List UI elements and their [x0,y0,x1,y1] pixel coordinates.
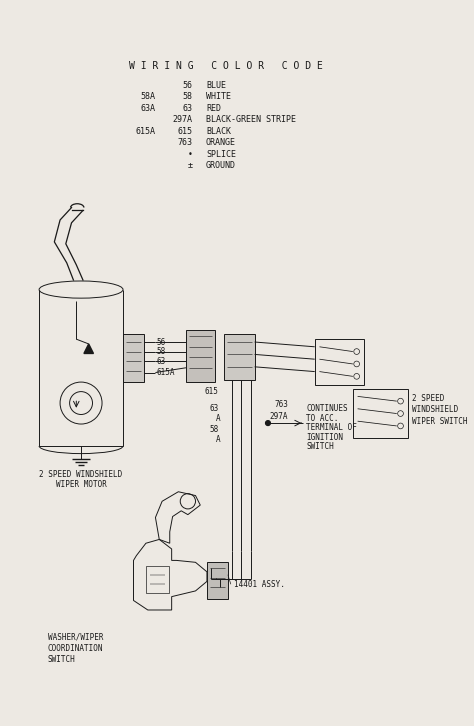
Text: IGNITION: IGNITION [306,433,343,442]
Text: BLACK: BLACK [206,127,231,136]
Text: •: • [188,150,192,159]
Text: 763: 763 [178,138,192,147]
Text: ORANGE: ORANGE [206,138,236,147]
Circle shape [265,420,270,425]
Text: 297A: 297A [270,412,288,421]
Text: 2 SPEED: 2 SPEED [412,393,444,403]
Text: 58: 58 [182,92,192,102]
Text: SWITCH: SWITCH [48,655,75,664]
Bar [353,388,408,439]
Text: WIPER SWITCH: WIPER SWITCH [412,417,467,425]
Text: WINDSHIELD: WINDSHIELD [412,405,458,415]
Text: WHITE: WHITE [206,92,231,102]
Polygon shape [84,344,93,354]
Text: W I R I N G   C O L O R   C O D E: W I R I N G C O L O R C O D E [129,62,323,71]
Text: BLACK-GREEN STRIPE: BLACK-GREEN STRIPE [206,115,296,124]
Text: 58: 58 [209,425,219,434]
Text: 615: 615 [204,387,219,396]
Ellipse shape [39,281,123,298]
Text: 58: 58 [156,347,165,356]
Text: SWITCH: SWITCH [306,442,334,452]
Text: A: A [216,435,220,444]
Text: 58A: 58A [140,92,155,102]
Text: 56: 56 [156,338,165,346]
Bar [123,335,144,382]
Text: A: A [216,414,220,423]
Text: 615A: 615A [156,368,175,377]
Text: 56: 56 [182,81,192,90]
Text: 63: 63 [156,356,165,366]
Text: SPLICE: SPLICE [206,150,236,159]
Text: TO ACC.: TO ACC. [306,414,338,423]
Text: 2 SPEED WINDSHIELD
WIPER MOTOR: 2 SPEED WINDSHIELD WIPER MOTOR [39,470,123,489]
Bar [315,339,365,385]
Text: TERMINAL OF: TERMINAL OF [306,423,357,433]
Text: COORDINATION: COORDINATION [48,644,103,653]
Text: 63: 63 [182,104,192,113]
Bar [146,566,169,593]
Text: 615A: 615A [136,127,155,136]
Text: 297A: 297A [173,115,192,124]
Text: 615: 615 [178,127,192,136]
Text: 63: 63 [209,404,219,413]
Text: GROUND: GROUND [206,161,236,170]
Bar [207,563,228,598]
Bar [186,330,215,382]
Text: BLUE: BLUE [206,81,226,90]
Text: ±: ± [188,161,192,170]
Text: WASHER/WIPER: WASHER/WIPER [48,632,103,641]
Text: CONTINUES: CONTINUES [306,404,348,413]
Text: 763: 763 [274,399,289,409]
Text: RED: RED [206,104,221,113]
Text: 14401 ASSY.: 14401 ASSY. [234,580,284,589]
Text: 63A: 63A [140,104,155,113]
Bar [224,335,255,380]
